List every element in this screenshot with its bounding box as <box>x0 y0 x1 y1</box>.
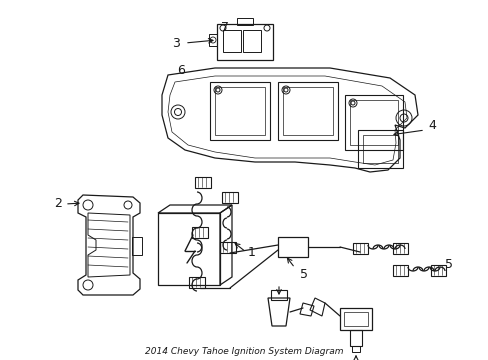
Bar <box>220 242 236 253</box>
Bar <box>158 213 220 285</box>
Bar <box>362 135 397 163</box>
Text: 5: 5 <box>444 258 452 271</box>
Text: 3: 3 <box>172 36 180 50</box>
Text: 5: 5 <box>299 269 307 282</box>
Text: 4: 4 <box>427 118 435 131</box>
Bar <box>392 243 407 254</box>
Text: 6: 6 <box>177 64 184 77</box>
Bar <box>237 18 252 25</box>
Bar <box>430 265 445 276</box>
Text: 1: 1 <box>247 246 255 258</box>
Text: 2014 Chevy Tahoe Ignition System Diagram: 2014 Chevy Tahoe Ignition System Diagram <box>144 347 343 356</box>
Bar <box>192 227 207 238</box>
Bar <box>189 277 204 288</box>
Bar <box>351 346 359 352</box>
Bar <box>349 330 361 346</box>
Bar <box>339 308 371 330</box>
Text: 7: 7 <box>221 21 228 33</box>
Bar <box>283 87 332 135</box>
Bar <box>132 237 142 255</box>
Bar <box>243 30 261 52</box>
Bar <box>223 30 241 52</box>
Bar <box>345 95 402 150</box>
Bar <box>222 192 238 203</box>
Bar <box>195 177 210 188</box>
Bar <box>278 237 307 257</box>
Bar <box>392 265 407 276</box>
Bar <box>209 82 269 140</box>
Bar <box>270 290 286 300</box>
Bar <box>278 82 337 140</box>
Bar <box>349 100 397 145</box>
Bar <box>217 24 272 60</box>
Bar <box>215 87 264 135</box>
Bar <box>352 243 367 254</box>
Bar <box>343 312 367 326</box>
Bar <box>357 130 402 168</box>
Text: 2: 2 <box>54 197 62 210</box>
